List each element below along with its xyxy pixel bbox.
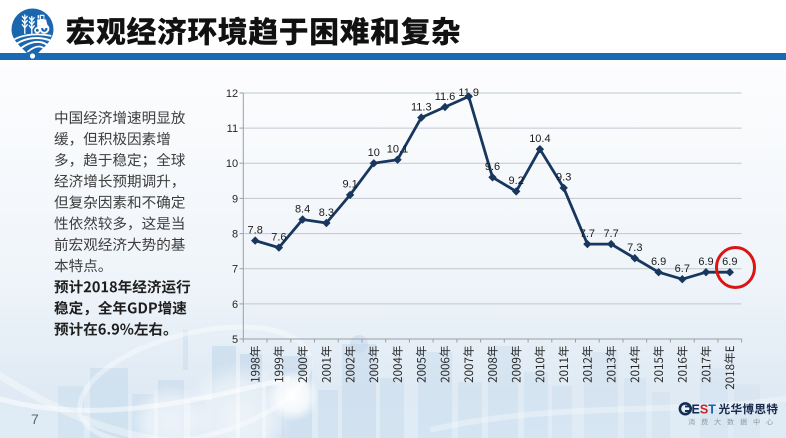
svg-text:10.1: 10.1 — [387, 144, 408, 156]
svg-text:5: 5 — [232, 334, 238, 346]
svg-text:7.7: 7.7 — [603, 228, 618, 240]
svg-text:9.6: 9.6 — [485, 161, 500, 173]
svg-text:11: 11 — [227, 123, 238, 135]
svg-text:EST: EST — [692, 402, 717, 416]
svg-text:6: 6 — [232, 299, 238, 311]
svg-text:6.9: 6.9 — [651, 256, 666, 268]
svg-text:7: 7 — [31, 411, 39, 427]
svg-text:10: 10 — [368, 147, 380, 159]
svg-text:6.7: 6.7 — [675, 263, 690, 275]
svg-text:7: 7 — [232, 264, 238, 276]
svg-text:6.9: 6.9 — [698, 256, 713, 268]
svg-text:7.8: 7.8 — [248, 224, 263, 236]
svg-text:10.4: 10.4 — [529, 133, 550, 145]
svg-text:9.3: 9.3 — [556, 172, 571, 184]
svg-text:6.9: 6.9 — [722, 256, 737, 268]
svg-text:12: 12 — [226, 88, 238, 100]
svg-text:8.4: 8.4 — [295, 203, 310, 215]
svg-text:9.2: 9.2 — [509, 175, 524, 187]
svg-text:10: 10 — [226, 158, 238, 170]
svg-text:7.3: 7.3 — [627, 242, 642, 254]
svg-text:9.1: 9.1 — [342, 179, 357, 191]
svg-text:9: 9 — [232, 193, 238, 205]
svg-text:11.3: 11.3 — [411, 101, 432, 113]
svg-text:11.6: 11.6 — [435, 91, 456, 103]
svg-text:7.6: 7.6 — [271, 231, 286, 243]
svg-text:8: 8 — [232, 229, 238, 241]
svg-text:8.3: 8.3 — [319, 207, 334, 219]
svg-text:7.7: 7.7 — [580, 228, 595, 240]
